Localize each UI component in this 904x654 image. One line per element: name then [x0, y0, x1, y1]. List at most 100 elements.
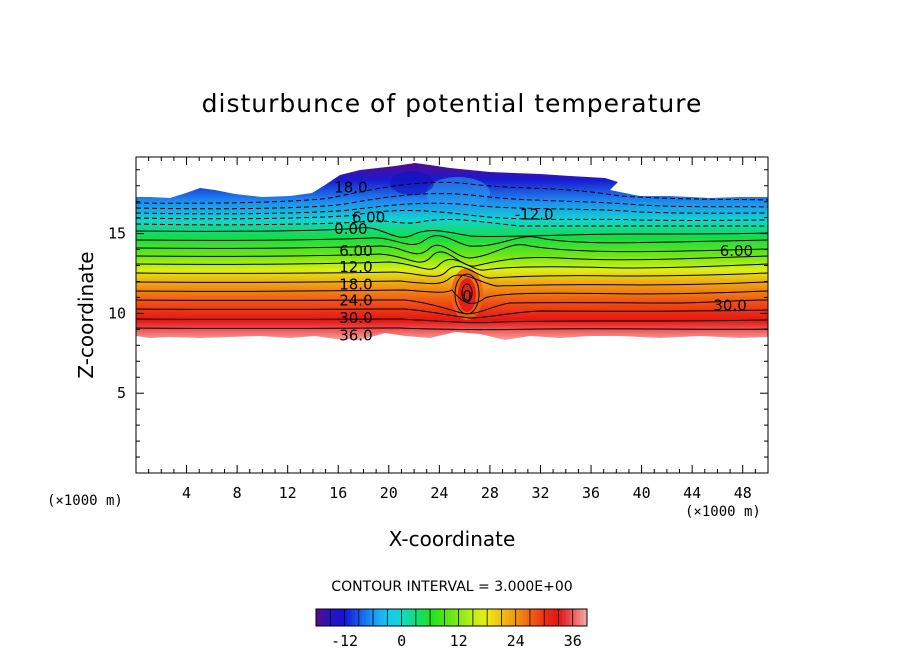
contour-labels: 18.06.000.00-12.06.0012.018.024.030.036.…: [334, 178, 753, 344]
contour-interval-label: CONTOUR INTERVAL = 3.000E+00: [331, 579, 572, 595]
colorbar-tick-label: 24: [507, 632, 525, 650]
colorbar-swatch: [422, 609, 427, 626]
colorbar-swatch: [476, 609, 481, 626]
contour-line: [136, 308, 768, 319]
colorbar-swatch: [540, 609, 545, 626]
colorbar-swatch: [490, 609, 495, 626]
contour-line: [136, 327, 768, 331]
colorbar-swatch: [394, 609, 399, 626]
colorbar-swatch: [551, 609, 556, 626]
colorbar-swatch: [415, 609, 420, 626]
colorbar-tick-labels: -12 0 12 24 36: [331, 632, 582, 650]
colorbar-swatch: [508, 609, 513, 626]
colorbar-swatch: [355, 609, 360, 626]
contour-line: [136, 202, 768, 215]
colorbar-swatch: [537, 609, 542, 626]
colorbar-swatch: [326, 609, 331, 626]
colorbar-swatch: [480, 609, 484, 626]
contour-label: 18.0: [334, 178, 367, 196]
colorbar-swatch: [501, 609, 506, 626]
colorbar-swatch: [358, 609, 363, 626]
axis-ticks: [136, 157, 768, 473]
colorbar-swatch: [344, 609, 349, 626]
x-axis-title: X-coordinate: [389, 527, 516, 551]
contour-line: [136, 209, 768, 221]
colorbar-swatch: [408, 609, 413, 626]
colorbar-tick-label: 0: [397, 632, 406, 650]
cold-core-outer: [426, 177, 490, 209]
contour-label: 0: [462, 287, 472, 305]
contour-lines: [136, 181, 768, 331]
contour-line: [454, 273, 480, 315]
colorbar-swatch: [519, 609, 524, 626]
contour-line: [136, 181, 768, 204]
colorbar-swatch: [554, 609, 559, 626]
contour-line: [136, 251, 768, 267]
colorbar-swatch: [337, 609, 342, 626]
colorbar-swatch: [430, 609, 435, 626]
x-tick-label: 36: [582, 484, 600, 502]
colorbar-swatch: [565, 609, 570, 626]
colorbar-swatch: [455, 609, 460, 626]
contour-label: 30.0: [339, 309, 372, 327]
y-axis-title: Z-coordinate: [74, 251, 98, 378]
contour-label: 36.0: [339, 327, 372, 345]
x-tick-label: 16: [329, 484, 347, 502]
x-tick-label: 28: [481, 484, 499, 502]
colorbar-swatch: [444, 609, 449, 626]
x-tick-labels: 4 8 12 16 20 24 28 32 36 40 44 48: [182, 484, 752, 502]
colorbar-swatch: [558, 609, 563, 626]
colorbar-swatch: [362, 609, 367, 626]
contour-line: [136, 318, 768, 324]
colorbar-swatch: [576, 609, 581, 626]
x-tick-label: 20: [380, 484, 398, 502]
colorbar-swatch: [433, 609, 438, 626]
colorbar-swatch: [469, 609, 474, 626]
contour-label: -12.0: [515, 205, 554, 223]
colorbar-swatch: [340, 609, 345, 626]
colorbar-swatch: [412, 609, 417, 626]
plot-field: 18.06.000.00-12.06.0012.018.024.030.036.…: [136, 163, 768, 345]
x-tick-label: 40: [633, 484, 651, 502]
contour-line: [136, 244, 768, 259]
colorbar-swatch: [533, 609, 538, 626]
contour-line: [136, 227, 768, 238]
colorbar-swatch: [323, 609, 328, 626]
contour-line: [136, 274, 768, 287]
z-unit-label: (×1000 m): [47, 493, 123, 509]
colorbar-tick-label: 36: [564, 632, 582, 650]
colorbar-swatch: [522, 609, 527, 626]
colorbar-swatch: [383, 609, 388, 626]
colorbar-tick-label: -12: [331, 632, 358, 650]
colorbar-swatch: [583, 609, 588, 626]
x-tick-label: 32: [531, 484, 549, 502]
chart-title: disturbunce of potential temperature: [202, 89, 703, 118]
colorbar-swatch: [483, 609, 488, 626]
colorbar-swatch: [426, 609, 431, 626]
x-tick-label: 12: [279, 484, 297, 502]
contour-line: [136, 193, 768, 210]
colorbar-swatch: [387, 609, 392, 626]
colorbar-swatch: [529, 609, 534, 626]
contour-line: [136, 218, 768, 227]
colorbar-swatch: [369, 609, 374, 626]
contour-line: [136, 265, 768, 279]
contour-line: [136, 235, 768, 247]
colorbar-swatch: [316, 609, 320, 626]
x-tick-label: 24: [430, 484, 448, 502]
contour-label: 12.0: [339, 258, 372, 276]
colorbar: [315, 608, 588, 627]
contour-label: 6.00: [339, 242, 372, 260]
contour-label: 0.00: [334, 220, 367, 238]
colorbar-swatch: [330, 609, 335, 626]
cold-core-inner: [390, 171, 434, 195]
colorbar-swatch: [465, 609, 470, 626]
y-tick-label: 5: [117, 384, 126, 402]
colorbar-swatch: [512, 609, 517, 626]
colorbar-swatch: [447, 609, 452, 626]
contour-label: 6.00: [352, 209, 385, 227]
x-tick-label: 48: [734, 484, 752, 502]
colorbar-swatch: [544, 609, 549, 626]
y-tick-labels: 5 10 15: [108, 225, 126, 403]
y-tick-label: 10: [108, 304, 126, 322]
